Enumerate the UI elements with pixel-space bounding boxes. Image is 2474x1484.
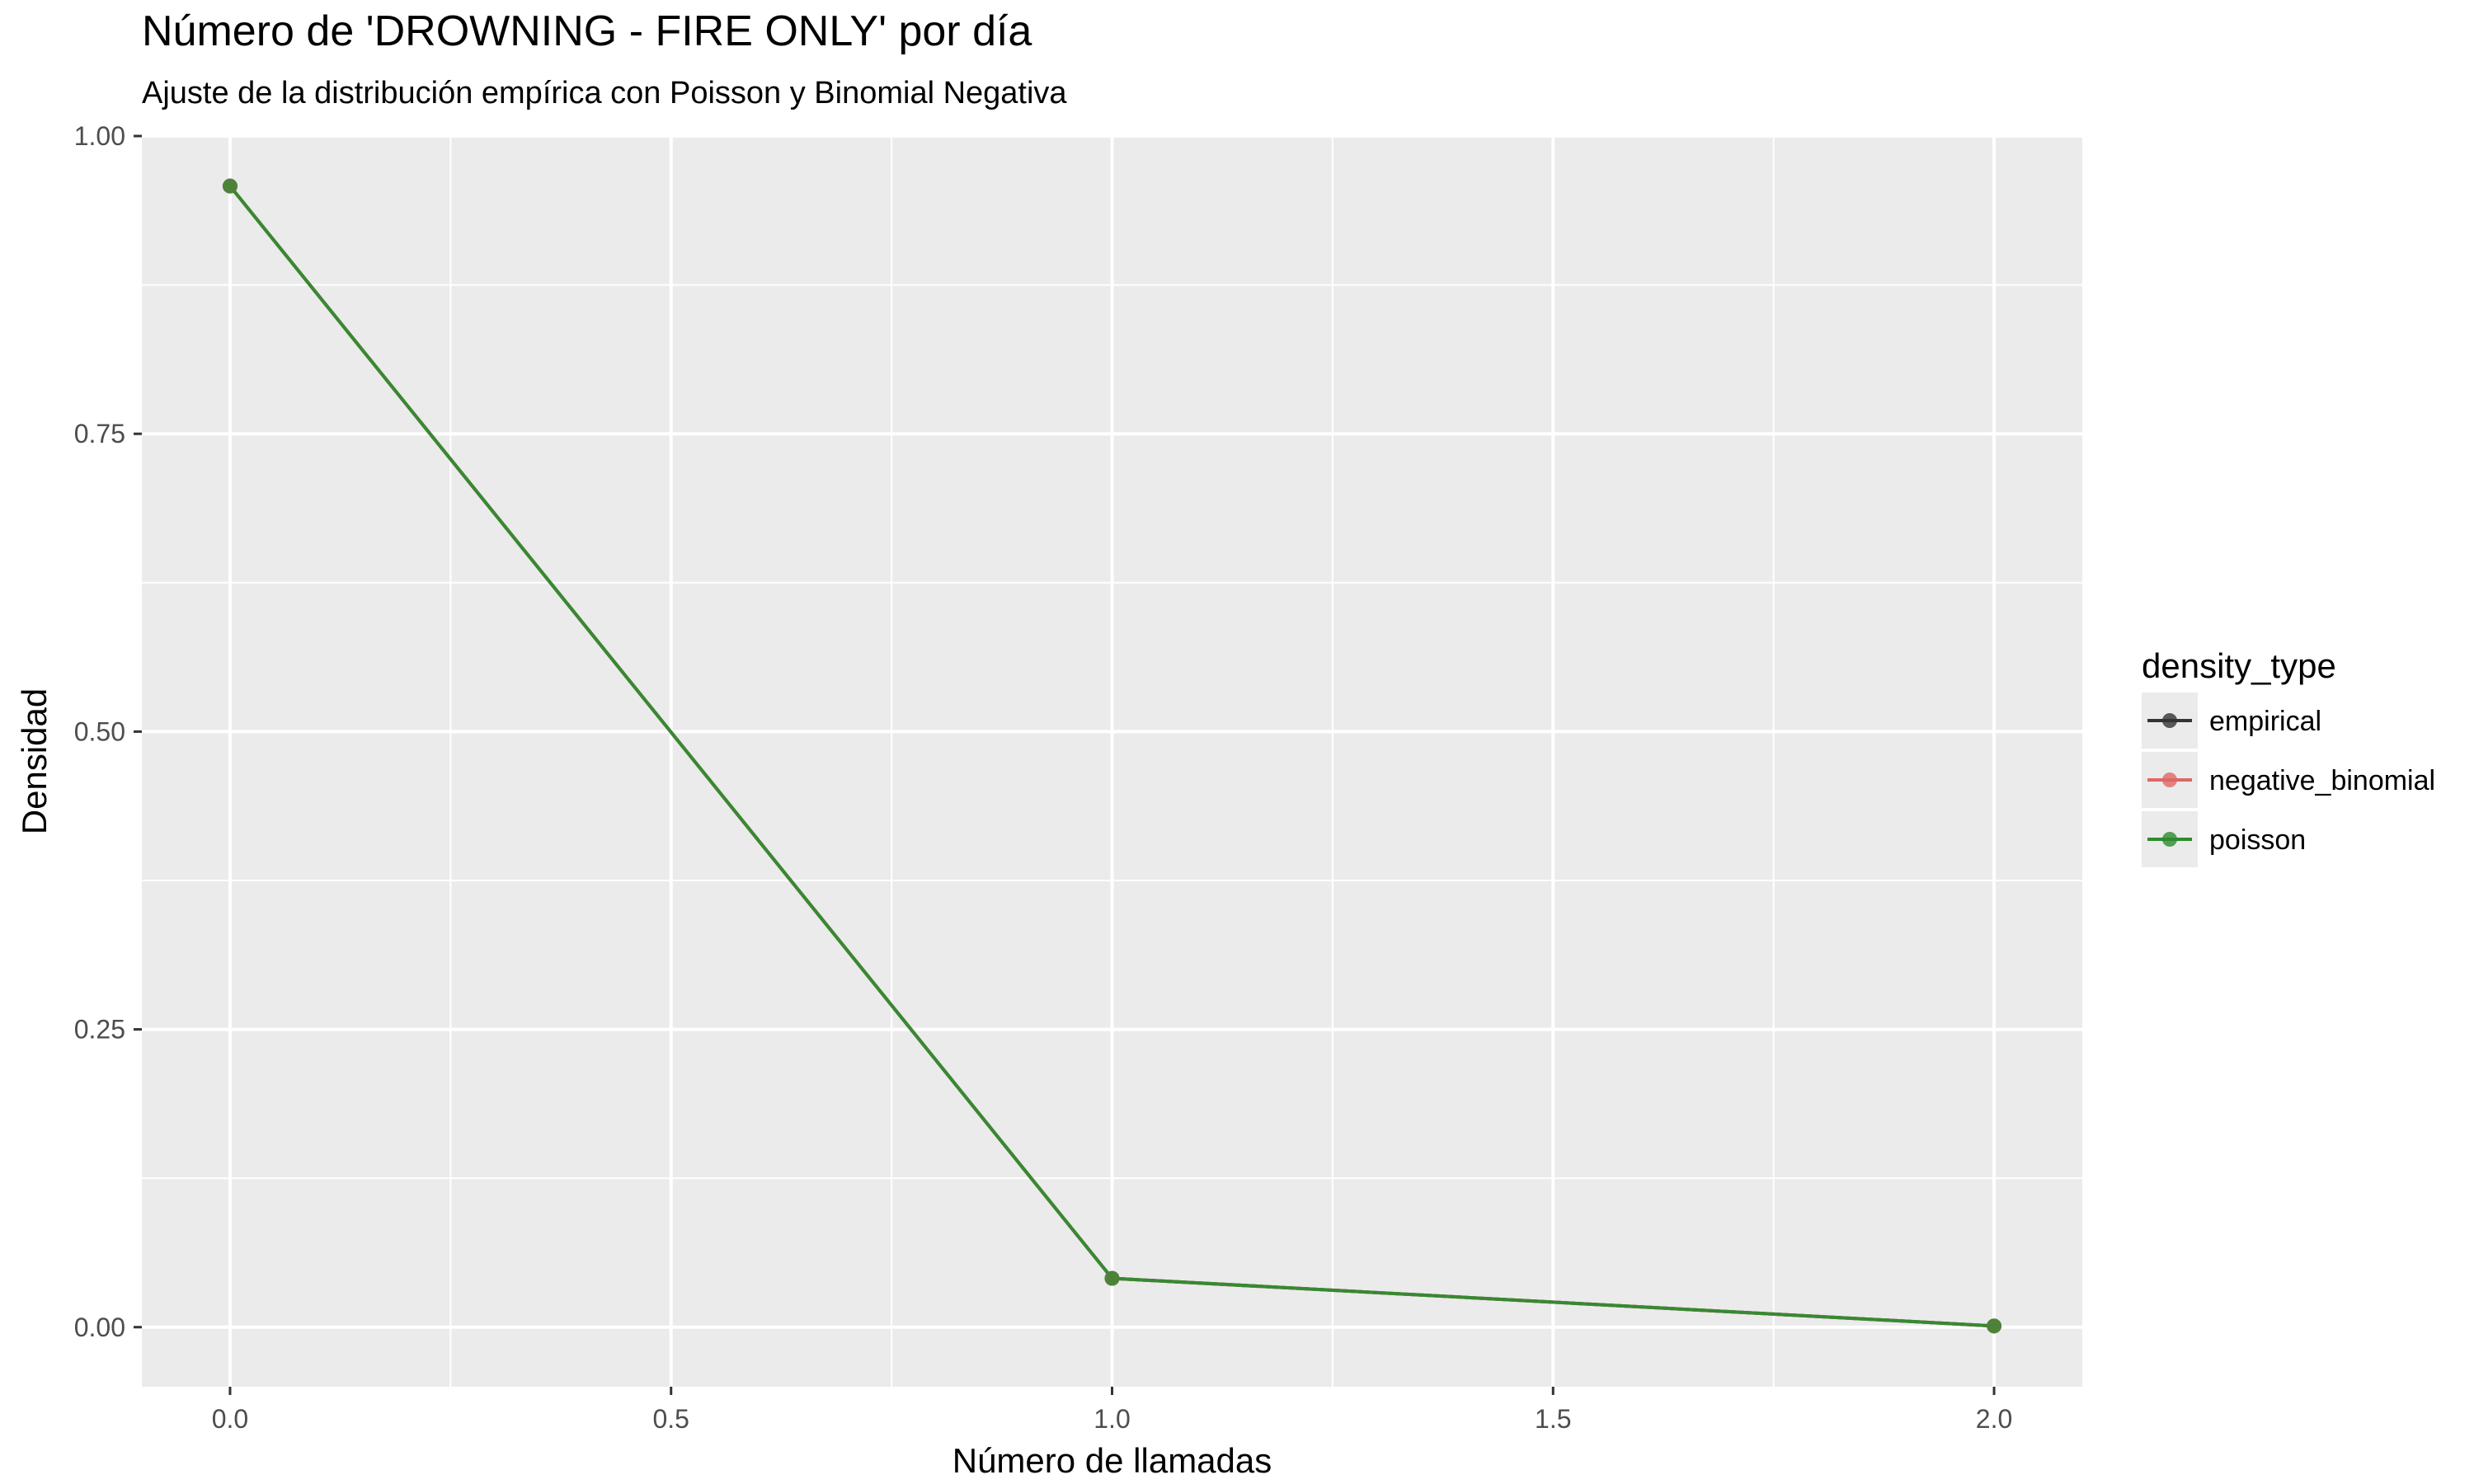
legend-key-point — [2162, 832, 2177, 847]
data-point-poisson — [1104, 1270, 1120, 1286]
legend-key-point — [2162, 713, 2177, 728]
legend-key-point — [2162, 773, 2177, 787]
chart-title: Número de 'DROWNING - FIRE ONLY' por día — [142, 7, 1032, 55]
x-tick-label: 0.0 — [212, 1404, 248, 1434]
data-point-poisson — [222, 178, 238, 194]
data-point-poisson — [1987, 1318, 2002, 1334]
chart-subtitle: Ajuste de la distribución empírica con P… — [142, 76, 1067, 110]
legend-title: density_type — [2142, 646, 2336, 685]
series-points — [222, 178, 2002, 1334]
y-tick-label: 0.50 — [74, 716, 125, 746]
x-axis-title: Número de llamadas — [952, 1441, 1272, 1480]
x-tick-label: 0.5 — [652, 1404, 689, 1434]
legend: density_type empirical negative_binomialp… — [2142, 646, 2435, 867]
legend-label-negative-binomial: negative_binomial — [2209, 765, 2435, 796]
x-tick-label: 1.0 — [1094, 1404, 1130, 1434]
y-axis-title: Densidad — [15, 688, 54, 834]
x-tick-label: 1.5 — [1535, 1404, 1571, 1434]
legend-label-poisson: poisson — [2209, 824, 2306, 856]
x-tick-label: 2.0 — [1976, 1404, 2012, 1434]
y-tick-label: 0.00 — [74, 1313, 125, 1342]
y-tick-label: 1.00 — [74, 121, 125, 151]
x-axis: 0.0 0.5 1.0 1.5 2.0 — [212, 1387, 2012, 1434]
legend-label-empirical: empirical — [2209, 706, 2321, 737]
major-gridlines — [142, 134, 2082, 1387]
y-tick-label: 0.25 — [74, 1015, 125, 1045]
y-axis: 0.00 0.25 0.50 0.75 1.00 — [74, 121, 142, 1342]
y-tick-label: 0.75 — [74, 419, 125, 448]
